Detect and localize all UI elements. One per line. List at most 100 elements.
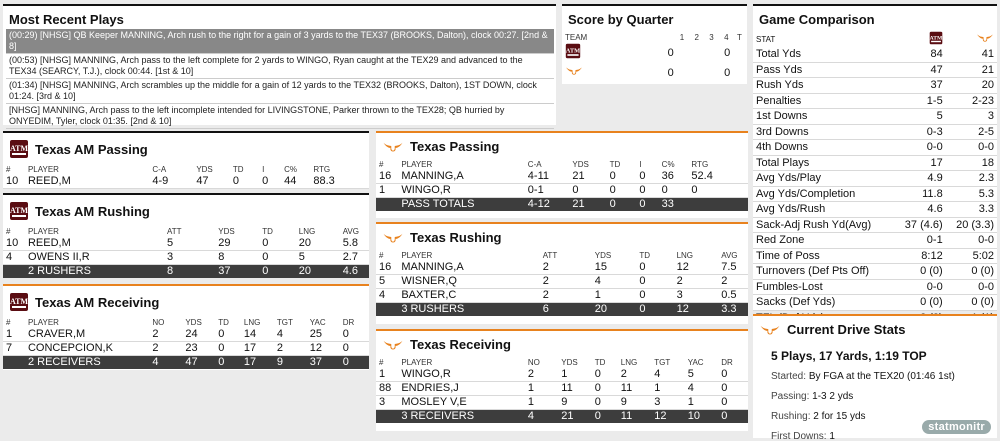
stat-label: Avg Yds/Rush <box>753 201 895 218</box>
total-cell <box>376 197 399 211</box>
score-cell <box>692 43 707 63</box>
table-cell: 25 <box>306 328 340 342</box>
table-cell: 3 <box>673 288 719 303</box>
stat-value-am: 47 <box>894 62 946 78</box>
stat-label: Red Zone <box>753 232 895 249</box>
table-cell: 7 <box>3 341 25 356</box>
table-cell: 10 <box>3 237 25 251</box>
tx-receiving-panel: Texas Receiving # PLAYER NO YDS TD LNG TGT YAC D… <box>376 329 748 431</box>
stat-value-am: 37 (4.6) <box>894 217 946 233</box>
table-row: 10 REED,M 4-9 47 0 0 44 88.3 <box>3 175 369 189</box>
table-cell: 47 <box>193 175 230 189</box>
drive-panel: Current Drive Stats 5 Plays, 17 Yards, 1… <box>753 314 997 441</box>
stat-label: Turnovers (Def Pts Off) <box>753 263 895 280</box>
table-row: 10 REED,M 5 29 0 20 5.8 <box>3 237 369 251</box>
table-cell: 24 <box>182 328 216 342</box>
texas-am-icon <box>894 31 945 47</box>
total-cell: 4 <box>149 355 183 369</box>
total-cell: 20 <box>591 302 637 316</box>
table-row: 1 WINGO,R 2 1 0 2 4 5 0 <box>376 368 748 382</box>
total-cell: 9 <box>273 355 307 369</box>
table-cell: 0 <box>591 368 618 382</box>
column-header: PLAYER <box>401 250 433 260</box>
table-cell: 4 <box>273 328 307 342</box>
table-cell: 2 <box>617 368 652 382</box>
column-header: T <box>737 32 742 42</box>
stat-value-am: 0-0 <box>894 139 946 156</box>
drive-passing-value: 1-3 2 yds <box>812 391 854 402</box>
recent-plays-list: (00:29) [NHSG] QB Keeper MANNING, Arch r… <box>6 29 554 129</box>
table-cell: CONCEPCION,K <box>24 341 150 356</box>
total-cell: 8 <box>164 264 216 278</box>
score-cell <box>706 43 721 63</box>
total-cell: 20 <box>295 264 340 278</box>
table-cell: 2 <box>673 274 719 289</box>
comparison-row: Sacks (Def Yds) 0 (0) 0 (0) <box>753 294 997 311</box>
stat-value-tx: 2.3 <box>945 170 997 187</box>
total-cell: 3 RUSHERS <box>398 302 540 316</box>
comparison-row: Pass Yds 47 21 <box>753 62 997 78</box>
column-header: I <box>262 164 265 174</box>
score-cell <box>706 63 721 83</box>
tx-receiving-title-row: Texas Receiving <box>376 331 748 356</box>
table-cell: 4 <box>684 381 719 396</box>
column-header: ATT <box>542 250 558 260</box>
team-logo-cell <box>562 43 610 63</box>
score-table: TEAM 1 2 3 4 T 0 0 0 0 <box>562 31 747 83</box>
table-cell: 12 <box>673 261 719 275</box>
table-cell: 2 <box>539 274 592 289</box>
column-header: C% <box>284 164 298 174</box>
stat-value-am: 0-3 <box>894 124 946 140</box>
play-item: (01:34) [NHSG] MANNING, Arch scrambles u… <box>6 79 554 104</box>
stat-value-am: 4.9 <box>894 170 946 187</box>
stat-value-tx: 5.3 <box>945 186 997 202</box>
tx-rushing-panel: Texas Rushing # PLAYER ATT YDS TD LNG AVG 16 MAN… <box>376 222 748 324</box>
table-cell: 7.5 <box>718 261 748 275</box>
comparison-row: Time of Poss 8:12 5:02 <box>753 248 997 264</box>
total-cell: 33 <box>658 197 689 211</box>
am-rushing-title-row: Texas AM Rushing <box>3 195 369 225</box>
am-passing-title-row: Texas AM Passing <box>3 133 369 163</box>
stat-value-tx: 3 <box>945 108 997 125</box>
texas-longhorn-icon <box>946 31 997 47</box>
column-header <box>610 31 677 43</box>
comparison-row: 3rd Downs 0-3 2-5 <box>753 124 997 140</box>
table-cell: 52.4 <box>688 170 748 184</box>
table-cell: 0 <box>606 170 637 184</box>
column-header: C% <box>661 159 675 169</box>
texas-longhorn-icon <box>759 324 781 336</box>
total-cell: 3 RECEIVERS <box>398 409 525 423</box>
table-cell: 15 <box>591 261 637 275</box>
total-cell: 0 <box>215 355 241 369</box>
table-cell: 0 <box>658 183 689 198</box>
stat-value-am: 0-1 <box>894 232 946 249</box>
table-cell: 16 <box>376 261 399 275</box>
column-header: RTG <box>691 159 709 169</box>
table-cell: 0 <box>259 175 282 189</box>
table-cell: 0 <box>339 328 369 342</box>
table-cell: 2 <box>273 341 307 356</box>
comparison-row: Avg Yds/Completion 11.8 5.3 <box>753 186 997 202</box>
table-row: 5 WISNER,Q 2 4 0 2 2 <box>376 274 748 289</box>
table-cell: 0 <box>636 170 659 184</box>
table-cell: 2 <box>524 368 559 382</box>
table-cell: 0 <box>229 175 260 189</box>
stat-label: Sacks (Def Yds) <box>753 294 895 311</box>
table-cell: 0 <box>636 261 674 275</box>
stat-value-tx: 0-0 <box>945 279 997 295</box>
stat-value-tx: 0-0 <box>945 232 997 249</box>
table-row: 3 MOSLEY V,E 1 9 0 9 3 1 0 <box>376 395 748 410</box>
column-header: PLAYER <box>401 357 433 367</box>
table-cell: 5 <box>376 274 399 289</box>
column-header: LNG <box>298 226 316 236</box>
header-row: # PLAYER NO YDS TD LNG TGT YAC DR <box>3 316 369 328</box>
total-cell: 2 RUSHERS <box>24 264 165 278</box>
column-header: # <box>379 250 384 260</box>
column-header: LNG <box>676 250 694 260</box>
table-cell: MANNING,A <box>398 170 525 184</box>
stat-label: Total Plays <box>753 155 895 171</box>
stat-value-am: 0 (0) <box>894 263 946 280</box>
total-cell: 2 RECEIVERS <box>24 355 150 369</box>
drive-passing: Passing: 1-3 2 yds <box>753 387 997 407</box>
column-header: TD <box>262 226 273 236</box>
